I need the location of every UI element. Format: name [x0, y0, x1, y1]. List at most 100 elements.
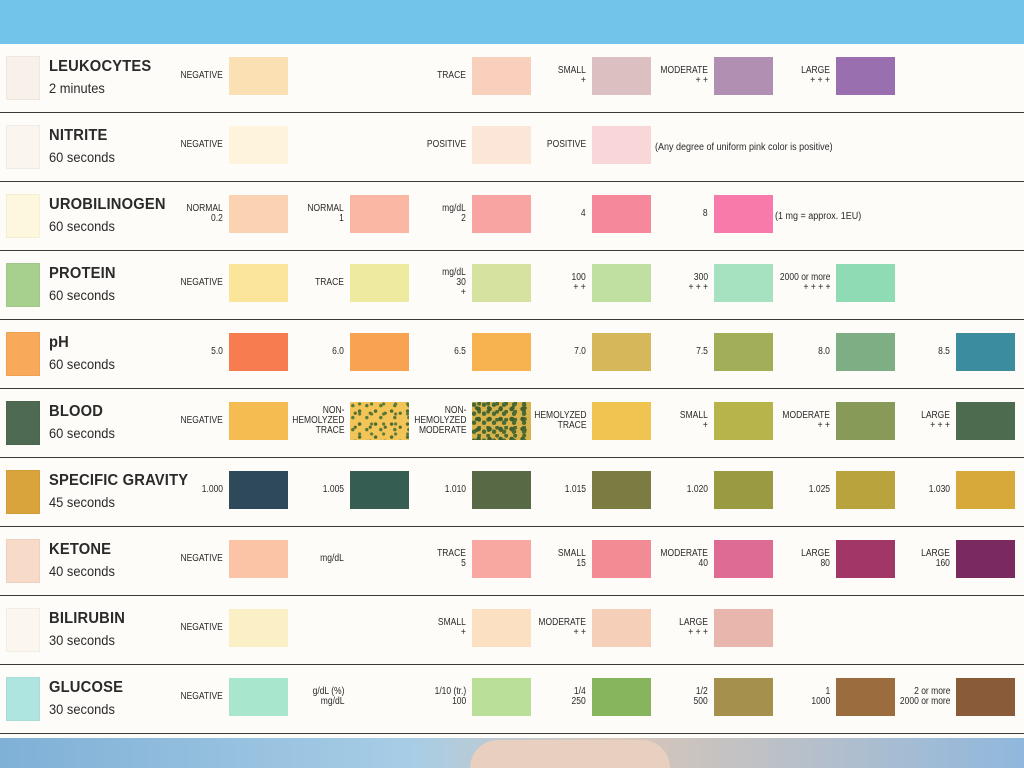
color-swatch [836, 540, 895, 578]
color-swatch [592, 126, 651, 164]
color-swatch [836, 402, 895, 440]
color-swatch [592, 609, 651, 647]
swatch-label: NORMAL 0.2 [186, 203, 223, 224]
swatch-label: 6.0 [332, 346, 344, 357]
color-swatch [592, 471, 651, 509]
color-swatch [350, 333, 409, 371]
swatch-label: mg/dL 30 + [442, 267, 466, 298]
color-swatch [714, 402, 773, 440]
swatch-label: 1.015 [564, 484, 586, 495]
row-time: 45 seconds [49, 494, 115, 510]
swatch-label: NEGATIVE [180, 139, 223, 150]
color-swatch [350, 264, 409, 302]
chart-row-protein: PROTEIN 60 seconds NEGATIVE TRACE mg/dL 30… [0, 251, 1024, 320]
row-name: pH [49, 334, 69, 351]
swatch-label: MODERATE + + [538, 617, 586, 638]
color-swatch [472, 678, 531, 716]
color-swatch [592, 195, 651, 233]
color-swatch [229, 126, 288, 164]
swatch-label: 1.010 [444, 484, 466, 495]
swatch-label: SMALL + [680, 410, 708, 431]
strip-pad [6, 56, 40, 100]
color-swatch [472, 471, 531, 509]
row-time: 40 seconds [49, 563, 115, 579]
swatch-label: 5.0 [211, 346, 223, 357]
swatch-label: MODERATE 40 [660, 548, 708, 569]
chart-row-nitrite: NITRITE 60 seconds (Any degree of unifor… [0, 113, 1024, 182]
swatch-label: NEGATIVE [180, 415, 223, 426]
swatch-label: 4 [581, 208, 586, 219]
color-swatch [956, 333, 1015, 371]
color-swatch [350, 402, 409, 440]
row-name: KETONE [49, 541, 112, 558]
strip-pad [6, 608, 40, 652]
strip-pad [6, 194, 40, 238]
chart-row-ketone: KETONE 40 seconds NEGATIVE mg/dL TRACE 5 SM… [0, 527, 1024, 596]
row-time: 60 seconds [49, 425, 115, 441]
color-swatch [229, 264, 288, 302]
swatch-label: SMALL 15 [558, 548, 586, 569]
color-swatch [714, 540, 773, 578]
color-swatch [472, 264, 531, 302]
color-swatch [472, 333, 531, 371]
color-swatch [836, 333, 895, 371]
swatch-label: 8.0 [818, 346, 830, 357]
swatch-label: 7.0 [574, 346, 586, 357]
swatch-label: NEGATIVE [180, 277, 223, 288]
swatch-label: 1.020 [686, 484, 708, 495]
color-swatch [956, 540, 1015, 578]
swatch-label: 1/2 500 [693, 686, 708, 707]
row-time: 60 seconds [49, 149, 115, 165]
row-time: 30 seconds [49, 701, 115, 717]
color-swatch [229, 540, 288, 578]
color-swatch [472, 609, 531, 647]
swatch-label: POSITIVE [426, 139, 466, 150]
row-time: 2 minutes [49, 80, 105, 96]
swatch-label: TRACE [315, 277, 344, 288]
swatch-label: TRACE 5 [437, 548, 466, 569]
swatch-label: SMALL + [438, 617, 466, 638]
row-name: SPECIFIC GRAVITY [49, 472, 189, 489]
color-swatch [350, 195, 409, 233]
swatch-label: LARGE 160 [921, 548, 950, 569]
swatch-label: 300 + + + [688, 272, 708, 293]
swatch-label: LARGE + + + [921, 410, 950, 431]
strip-pad [6, 401, 40, 445]
swatch-label: 8.5 [938, 346, 950, 357]
color-swatch [472, 195, 531, 233]
swatch-label: 8 [703, 208, 708, 219]
swatch-label: mg/dL 2 [442, 203, 466, 224]
swatch-label: MODERATE + + [782, 410, 830, 431]
row-time: 60 seconds [49, 218, 115, 234]
swatch-label: mg/dL [320, 553, 344, 564]
strip-pad [6, 677, 40, 721]
color-swatch [956, 402, 1015, 440]
swatch-label: NEGATIVE [180, 553, 223, 564]
color-swatch [714, 57, 773, 95]
color-swatch [229, 609, 288, 647]
swatch-label: 1/10 (tr.) 100 [434, 686, 466, 707]
swatch-label: NEGATIVE [180, 622, 223, 633]
swatch-label: NON- HEMOLYZED TRACE [291, 405, 344, 436]
strip-pad [6, 332, 40, 376]
color-swatch [592, 57, 651, 95]
row-name: LEUKOCYTES [49, 58, 152, 75]
color-swatch [592, 402, 651, 440]
row-time: 30 seconds [49, 632, 115, 648]
swatch-label: LARGE + + + [801, 65, 830, 86]
swatch-label: HEMOLYZED TRACE [533, 410, 586, 431]
swatch-label: NON- HEMOLYZED MODERATE [413, 405, 466, 436]
chart-row-blood: BLOOD 60 seconds NEGATIVE NON- HEMOLYZED … [0, 389, 1024, 458]
chart-row-specific-gravity: SPECIFIC GRAVITY 45 seconds 1.000 1.005 1.… [0, 458, 1024, 527]
row-name: PROTEIN [49, 265, 116, 282]
color-swatch [592, 333, 651, 371]
color-swatch [229, 402, 288, 440]
row-time: 60 seconds [49, 356, 115, 372]
color-swatch [714, 678, 773, 716]
swatch-label: LARGE 80 [801, 548, 830, 569]
color-swatch [472, 57, 531, 95]
color-swatch [472, 126, 531, 164]
color-swatch [836, 264, 895, 302]
swatch-label: LARGE + + + [679, 617, 708, 638]
color-swatch [229, 195, 288, 233]
